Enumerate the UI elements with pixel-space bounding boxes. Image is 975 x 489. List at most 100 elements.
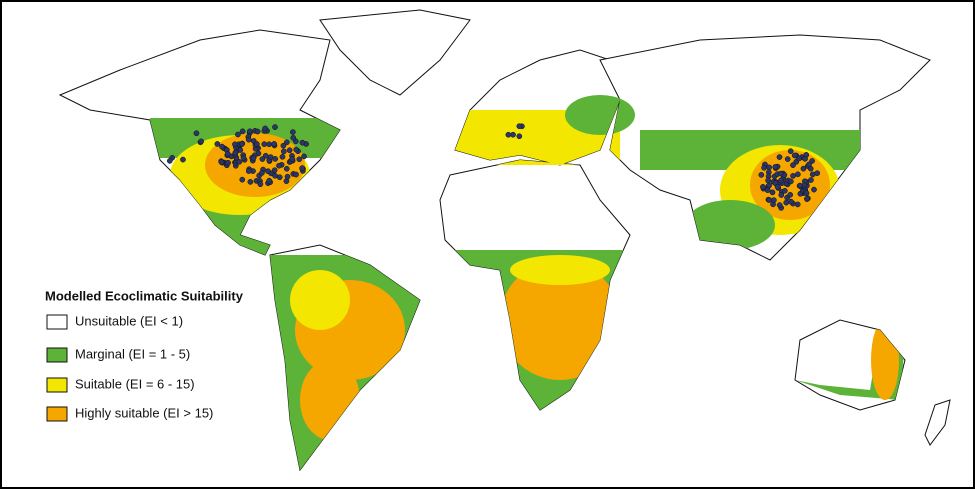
legend-label: Marginal (EI = 1 - 5) [75, 346, 190, 361]
occurrence-dot [272, 124, 278, 130]
occurrence-dot [766, 164, 772, 171]
occurrence-dot [240, 154, 247, 161]
occurrence-dot [284, 173, 291, 180]
occurrence-dot [290, 129, 296, 135]
occurrence-dot [261, 141, 268, 147]
occurrence-dot [794, 201, 801, 208]
occurrence-dot [764, 187, 771, 193]
legend-label: Highly suitable (EI > 15) [75, 405, 213, 420]
occurrence-dot [766, 182, 772, 189]
occurrence-dot [784, 156, 791, 162]
occurrence-dot [266, 177, 273, 184]
occurrence-dot [301, 153, 307, 160]
legend-swatch [46, 377, 68, 393]
occurrence-dot [239, 176, 246, 183]
occurrence-dot [166, 158, 173, 164]
legend-swatch [46, 314, 68, 330]
occurrence-dot [811, 186, 817, 193]
occurrence-dot [276, 162, 282, 169]
occurrence-dot [214, 141, 221, 147]
occurrence-dot [283, 165, 290, 172]
occurrence-dot [790, 173, 796, 179]
occurrence-dot [778, 192, 785, 198]
occurrence-dot [271, 167, 278, 174]
occurrence-dot [289, 156, 296, 162]
occurrence-dot [253, 141, 260, 147]
occurrence-dot [802, 155, 808, 162]
legend-title: Modelled Ecoclimatic Suitability [45, 288, 244, 303]
occurrence-dot [180, 156, 186, 163]
occurrence-points [166, 123, 821, 211]
occurrence-dot [765, 177, 771, 184]
occurrence-dot [245, 136, 252, 143]
occurrence-dot [266, 141, 273, 148]
occurrence-dot [769, 189, 776, 196]
occurrence-dot [257, 181, 264, 188]
occurrence-dot [791, 152, 798, 159]
occurrence-dot [800, 165, 807, 172]
occurrence-dot [239, 141, 245, 147]
occurrence-dot [296, 156, 303, 163]
occurrence-dot [272, 156, 279, 162]
occurrence-dot [290, 134, 297, 141]
occurrence-dot [265, 168, 271, 175]
occurrence-dot [225, 159, 231, 166]
occurrence-dot [804, 195, 810, 202]
occurrence-dot [777, 170, 784, 177]
occurrence-dot [284, 139, 290, 146]
occurrence-dot [280, 148, 287, 155]
occurrence-dot [787, 178, 794, 185]
occurrence-dot [245, 168, 252, 174]
occurrence-dot [814, 170, 821, 177]
occurrence-dot [776, 202, 783, 208]
occurrence-dot [218, 159, 225, 166]
occurrence-dot [235, 131, 241, 138]
occurrence-dot [250, 155, 257, 161]
occurrence-dot [505, 131, 512, 138]
occurrence-dot [760, 184, 766, 190]
occurrence-dot [280, 142, 287, 149]
occurrence-dot [259, 156, 266, 162]
occurrence-dot [239, 128, 246, 135]
occurrence-dot [262, 125, 269, 132]
legend-swatch [46, 406, 68, 422]
legend-label: Suitable (EI = 6 - 15) [75, 376, 195, 391]
occurrence-dot [259, 170, 265, 176]
occurrence-dot [806, 161, 812, 168]
legend: Modelled Ecoclimatic Suitability Unsuita… [45, 288, 244, 422]
occurrence-dot [796, 155, 803, 162]
occurrence-dot [783, 199, 790, 206]
occurrence-dot [299, 139, 306, 146]
occurrence-dot [247, 128, 253, 135]
occurrence-dot [293, 171, 299, 178]
occurrence-dot [758, 172, 765, 178]
occurrence-dot [771, 197, 777, 204]
occurrence-dot [254, 128, 261, 135]
occurrence-dot [247, 179, 254, 185]
legend-label: Unsuitable (EI < 1) [75, 313, 183, 328]
occurrence-dot [271, 141, 278, 147]
occurrence-dot [286, 147, 293, 154]
occurrence-dot [232, 149, 239, 156]
occurrence-dot [516, 123, 523, 130]
occurrence-dot [778, 177, 784, 184]
occurrence-dot [787, 191, 794, 198]
occurrence-dot [787, 148, 794, 155]
occurrence-dot [232, 141, 238, 148]
occurrence-dot [193, 130, 200, 137]
occurrence-dot [198, 138, 204, 145]
occurrence-dot [795, 171, 801, 178]
occurrence-dot [781, 187, 788, 194]
legend-swatch [46, 347, 68, 363]
occurrence-dot [776, 154, 783, 160]
occurrence-dot [516, 133, 523, 140]
occurrence-dot [224, 150, 231, 157]
occurrence-dot [236, 158, 243, 165]
occurrence-dot [279, 153, 286, 160]
occurrence-dot [790, 162, 796, 168]
occurrence-dot [797, 182, 803, 189]
occurrence-dot [772, 164, 779, 170]
occurrence-dot [774, 184, 781, 190]
occurrence-dot [293, 146, 300, 153]
